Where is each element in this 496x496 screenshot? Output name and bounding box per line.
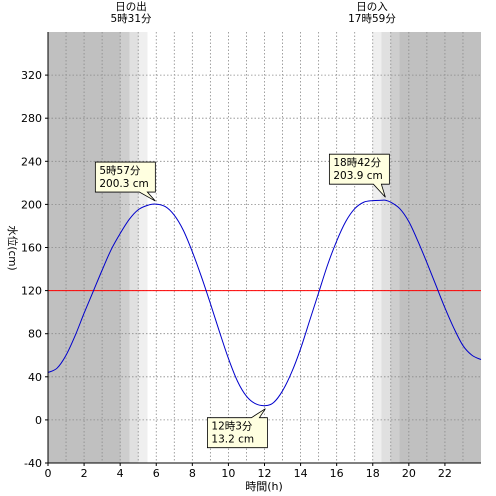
x-tick-label: 12 [258,467,272,480]
y-tick-label: 80 [28,328,42,341]
y-tick-label: 280 [21,112,42,125]
tick-labels: 0 2 4 6 8 10 12 14 16 18 20 22-40040801201602002402… [21,69,452,480]
annotation-value: 200.3 cm [99,178,148,190]
sunset-title: 日の入 [356,1,388,13]
annotation-time: 18時42分 [333,157,381,169]
annotation-box [94,161,156,202]
sunset-time: 17時59分 [348,13,396,25]
twilight-band-2 [129,32,139,463]
y-tick-label: 0 [35,414,42,427]
annotation-value: 203.9 cm [333,170,382,182]
x-axis-label: 時間(h) [245,480,283,493]
y-tick-label: 120 [21,285,42,298]
annotation-value: 13.2 cm [211,434,254,446]
y-tick-label: 40 [28,371,42,384]
x-tick-label: 16 [330,467,344,480]
annotation-time: 12時3分 [211,421,253,433]
annotation-box [328,153,390,198]
y-tick-label: -40 [24,457,42,470]
annotation-time: 5時57分 [99,165,141,177]
x-tick-label: 4 [117,467,124,480]
sunrise-title: 日の出 [115,0,147,13]
x-tick-label: 18 [366,467,380,480]
y-axis-label: 水位(cm) [6,225,19,270]
x-tick-label: 2 [81,467,88,480]
tide-series-line [47,199,482,407]
sunrise-time: 5時31分 [110,13,152,25]
y-tick-label: 320 [21,69,42,82]
y-tick-label: 200 [21,198,42,211]
x-tick-label: 8 [189,467,196,480]
y-tick-label: 240 [21,155,42,168]
x-tick-label: 20 [402,467,416,480]
x-tick-label: 6 [153,467,160,480]
x-tick-label: 10 [221,467,235,480]
x-tick-label: 0 [45,467,52,480]
annotation-box [207,408,268,449]
x-tick-label: 22 [438,467,452,480]
twilight-band-5 [381,32,391,463]
x-tick-label: 14 [294,467,308,480]
y-tick-label: 160 [21,242,42,255]
twilight-band-4 [372,32,382,463]
